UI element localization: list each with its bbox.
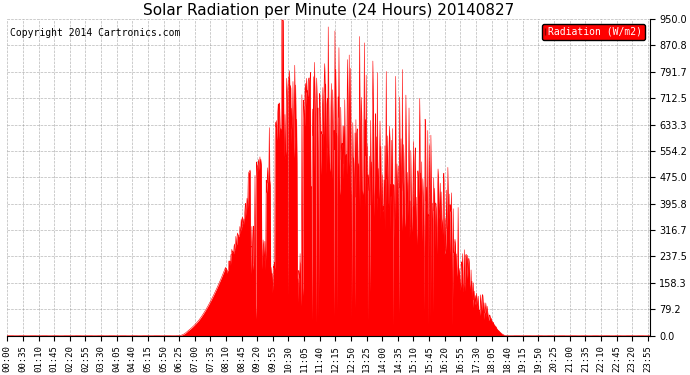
Text: Copyright 2014 Cartronics.com: Copyright 2014 Cartronics.com [10, 28, 181, 39]
Legend: Radiation (W/m2): Radiation (W/m2) [542, 24, 644, 40]
Title: Solar Radiation per Minute (24 Hours) 20140827: Solar Radiation per Minute (24 Hours) 20… [143, 3, 514, 18]
